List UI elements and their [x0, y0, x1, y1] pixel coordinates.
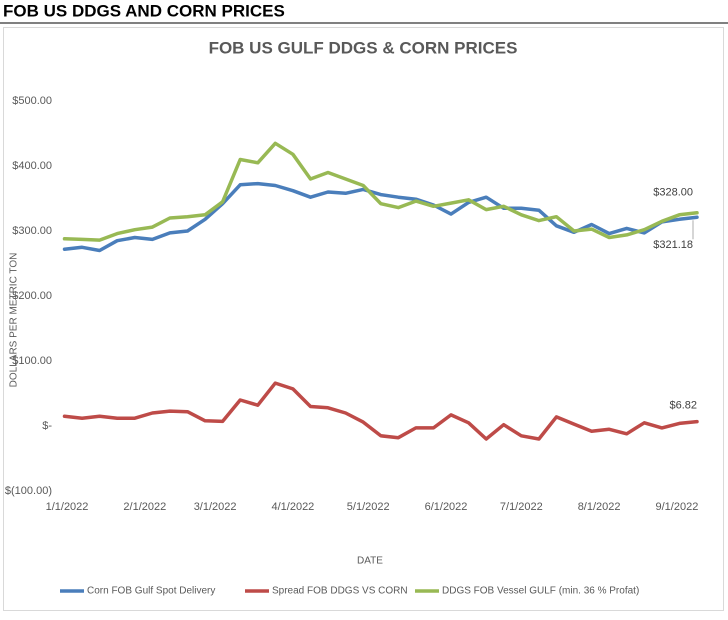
series-line — [62, 181, 699, 253]
chart-frame — [3, 27, 724, 611]
y-axis-title: DOLLARS PER METRIC TON — [9, 253, 20, 388]
x-tick-label: 7/1/2022 — [500, 501, 543, 513]
legend-label: DDGS FOB Vessel GULF (min. 36 % Profat) — [442, 586, 639, 597]
x-tick-label: 4/1/2022 — [271, 501, 314, 513]
legend-label: Corn FOB Gulf Spot Delivery — [87, 586, 215, 597]
y-tick-label: $100.00 — [12, 355, 52, 367]
x-tick-label: 3/1/2022 — [194, 501, 237, 513]
x-tick-label: 8/1/2022 — [578, 501, 621, 513]
chart-title: FOB US GULF DDGS & CORN PRICES — [209, 38, 518, 57]
x-tick-label: 6/1/2022 — [425, 501, 468, 513]
data-label: $328.00 — [653, 187, 693, 199]
x-tick-label: 9/1/2022 — [656, 501, 699, 513]
y-tick-label: $200.00 — [12, 290, 52, 302]
x-tick-label: 1/1/2022 — [46, 501, 89, 513]
x-tick-label: 5/1/2022 — [347, 501, 390, 513]
y-tick-label: $(100.00) — [5, 485, 52, 497]
y-tick-label: $500.00 — [12, 95, 52, 107]
y-tick-label: $- — [42, 420, 52, 432]
series-line — [62, 141, 699, 242]
x-axis-title: DATE — [357, 556, 383, 567]
page-title: FOB US DDGS AND CORN PRICES — [3, 1, 285, 20]
y-tick-label: $400.00 — [12, 160, 52, 172]
x-tick-label: 2/1/2022 — [123, 501, 166, 513]
series-line — [62, 381, 699, 441]
data-label: $6.82 — [669, 399, 697, 411]
data-label: $321.18 — [653, 239, 693, 251]
y-tick-label: $300.00 — [12, 225, 52, 237]
legend-label: Spread FOB DDGS VS CORN — [272, 586, 408, 597]
